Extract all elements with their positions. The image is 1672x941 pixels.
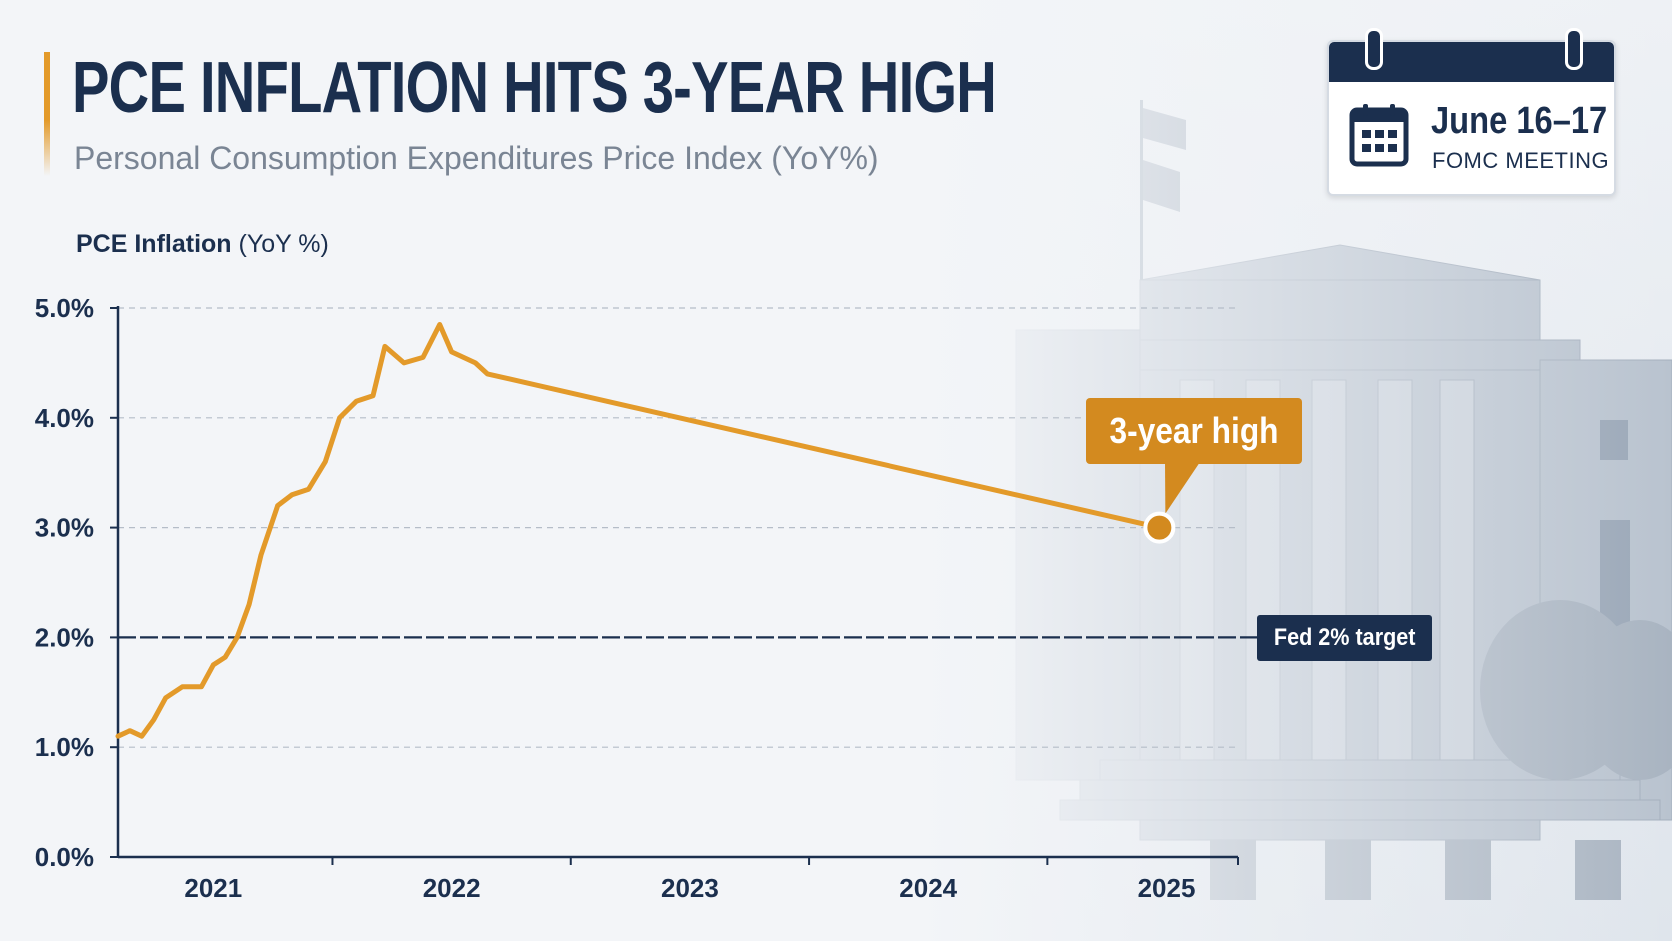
pce-series-line — [115, 322, 1162, 739]
y-tick-label: 3.0% — [35, 513, 94, 543]
fomc-calendar-card: June 16–17 FOMC MEETING — [1327, 28, 1616, 196]
y-axis-label-unit: (YoY %) — [238, 230, 329, 258]
calendar-ring-left — [1365, 28, 1383, 70]
x-tick-label: 2024 — [899, 873, 957, 903]
grid-layer — [118, 307, 1258, 748]
y-tick-label: 4.0% — [35, 403, 94, 433]
title-accent-bar — [44, 52, 50, 176]
x-tick-label: 2022 — [423, 873, 481, 903]
calendar-event: FOMC MEETING — [1432, 148, 1610, 173]
y-tick-label: 5.0% — [35, 293, 94, 323]
calendar-icon — [1349, 104, 1409, 167]
callout-pointer — [1165, 462, 1200, 514]
page-subtitle: Personal Consumption Expenditures Price … — [74, 140, 879, 176]
axis-layer: 0.0% 1.0% 2.0% 3.0% 4.0% 5.0% 2021 2022 2023 2024… — [35, 293, 1239, 903]
highlight-callout-label: 3-year high — [1109, 410, 1279, 451]
x-tick-label: 2021 — [184, 873, 242, 903]
x-tick-label: 2025 — [1138, 873, 1196, 903]
y-axis-label-name: PCE Inflation — [76, 230, 232, 258]
y-tick-label: 2.0% — [35, 622, 94, 652]
target-line-label-text: Fed 2% target — [1273, 624, 1416, 651]
highlight-point-marker — [1143, 511, 1176, 544]
target-line-label: Fed 2% target — [1257, 615, 1432, 661]
y-tick-label: 0.0% — [35, 842, 94, 872]
y-axis-label: PCE Inflation (YoY %) — [76, 230, 329, 259]
calendar-date: June 16–17 — [1431, 100, 1608, 142]
highlight-callout: 3-year high — [1086, 398, 1302, 464]
x-tick-label: 2023 — [661, 873, 719, 903]
y-tick-label: 1.0% — [35, 732, 94, 762]
line-layer — [115, 322, 1200, 739]
calendar-ring-right — [1565, 28, 1583, 70]
page-title: PCE INFLATION HITS 3-YEAR HIGH — [72, 48, 997, 128]
